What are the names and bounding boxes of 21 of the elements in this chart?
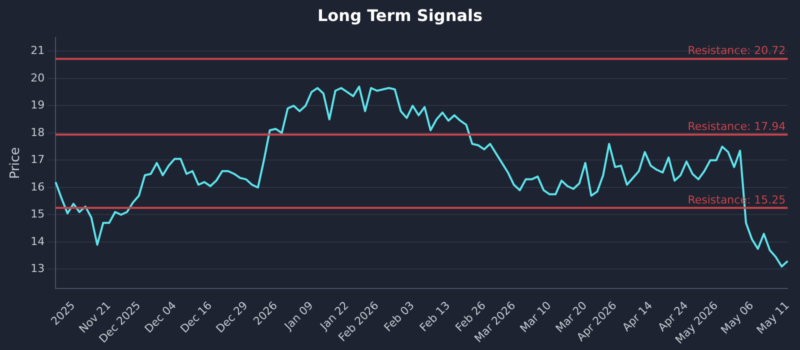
y-tick-label: 17 <box>30 153 45 166</box>
y-tick-label: 20 <box>30 71 45 84</box>
x-tick-label: Feb 03 <box>382 298 417 334</box>
ref-line-label: Resistance: 20.72 <box>688 44 786 58</box>
x-tick-label: Dec 04 <box>142 298 179 336</box>
ref-line-label: Resistance: 17.94 <box>688 120 786 133</box>
y-tick-label: 15 <box>30 208 45 221</box>
y-tick-label: 13 <box>30 262 45 276</box>
x-tick-label: Apr 14 <box>620 298 655 334</box>
x-tick-label: Mar 10 <box>518 298 554 336</box>
x-tick-label: Dec 29 <box>214 298 250 336</box>
y-tick-label: 18 <box>30 126 45 139</box>
chart-title: Long Term Signals <box>316 5 484 27</box>
y-tick-label: 21 <box>30 44 45 58</box>
y-axis-title: Price <box>8 147 24 179</box>
x-tick-label: Dec 16 <box>178 298 214 336</box>
y-tick-label: 14 <box>30 234 45 248</box>
x-tick-label: Jan 09 <box>281 298 316 334</box>
y-tick-label: 16 <box>30 180 45 194</box>
x-tick-label: Feb 13 <box>417 298 453 334</box>
y-tick-label: 19 <box>30 98 45 112</box>
